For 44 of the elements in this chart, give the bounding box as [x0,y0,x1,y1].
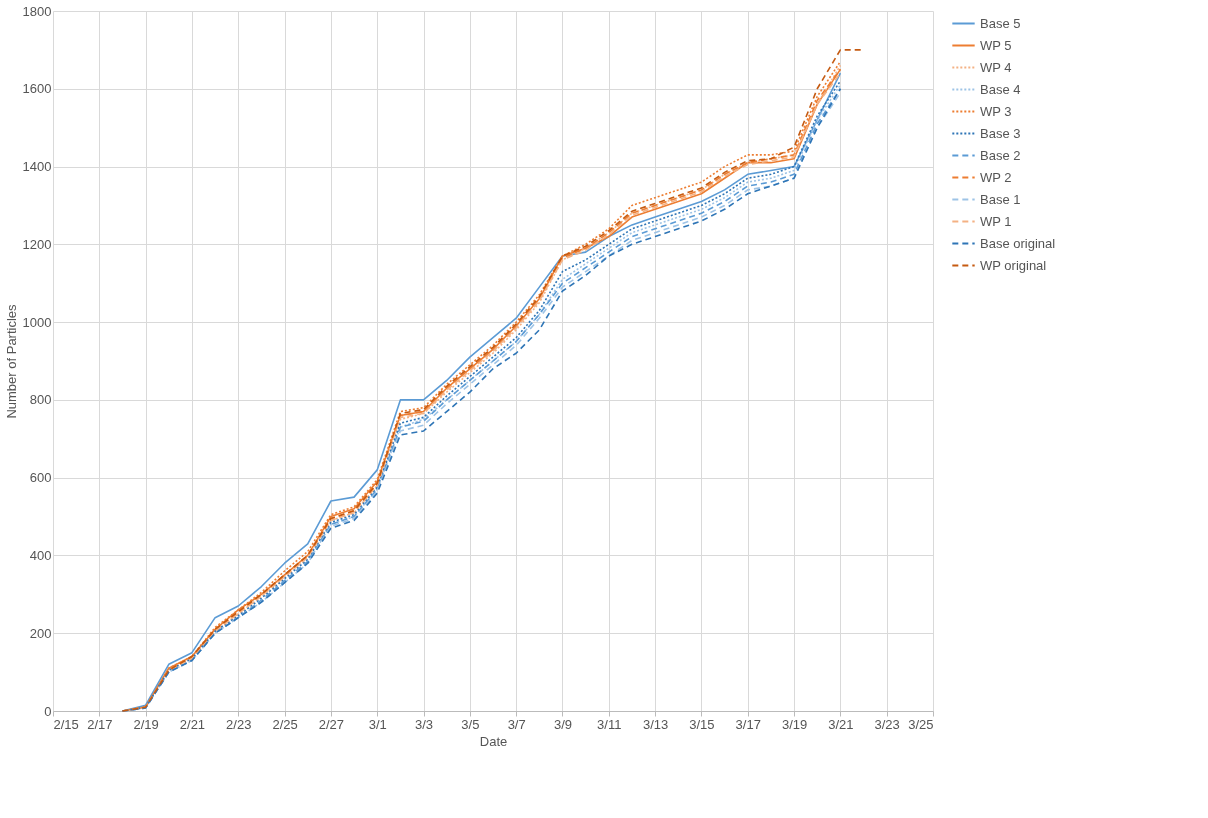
y-tick-label: 1600 [22,81,52,97]
x-tick-label: 2/27 [318,716,345,732]
legend-label: WP 2 [980,169,1012,185]
x-tick-label: 3/23 [874,716,900,732]
legend-label: Base 1 [980,191,1021,207]
y-tick-label: 0 [44,703,52,719]
y-tick-label: 600 [29,470,52,486]
legend-label: WP original [980,257,1047,273]
legend-label: WP 5 [980,37,1012,53]
x-tick-label: 3/7 [507,716,526,732]
y-tick-label: 1200 [22,236,52,252]
x-tick-label: 2/19 [133,716,159,732]
x-tick-label: 3/17 [735,716,761,732]
x-tick-label: 3/3 [414,716,434,732]
x-tick-label: 3/13 [642,716,669,732]
legend-label: WP 4 [980,59,1012,75]
x-tick-label: 2/15 [53,716,79,732]
x-axis-title: Date [479,733,508,749]
y-tick-label: 800 [29,392,52,408]
y-tick-label: 200 [29,625,52,641]
x-tick-label: 3/19 [781,716,808,732]
legend-label: Base 2 [980,147,1021,163]
legend-label: Base 4 [980,81,1021,97]
y-tick-label: 1400 [22,159,52,175]
x-tick-label: 3/25 [908,716,934,732]
legend-label: WP 1 [980,213,1012,229]
y-tick-label: 400 [29,547,52,563]
x-tick-label: 3/9 [553,716,573,732]
y-tick-label: 1800 [22,3,52,19]
x-tick-label: 3/15 [689,716,715,732]
legend-label: Base original [980,235,1056,251]
x-tick-label: 3/11 [597,716,622,732]
x-tick-label: 2/25 [272,716,298,732]
x-tick-label: 2/21 [179,716,206,732]
legend-label: Base 5 [980,15,1021,31]
legend-label: WP 3 [980,103,1012,119]
x-tick-label: 3/1 [368,716,387,732]
y-axis-title: Number of Particles [3,303,19,419]
legend-label: Base 3 [980,125,1021,141]
x-tick-label: 2/23 [226,716,252,732]
y-tick-label: 1000 [22,314,52,330]
x-tick-label: 2/17 [87,716,113,732]
x-tick-label: 3/5 [461,716,480,732]
x-tick-label: 3/21 [828,716,854,732]
